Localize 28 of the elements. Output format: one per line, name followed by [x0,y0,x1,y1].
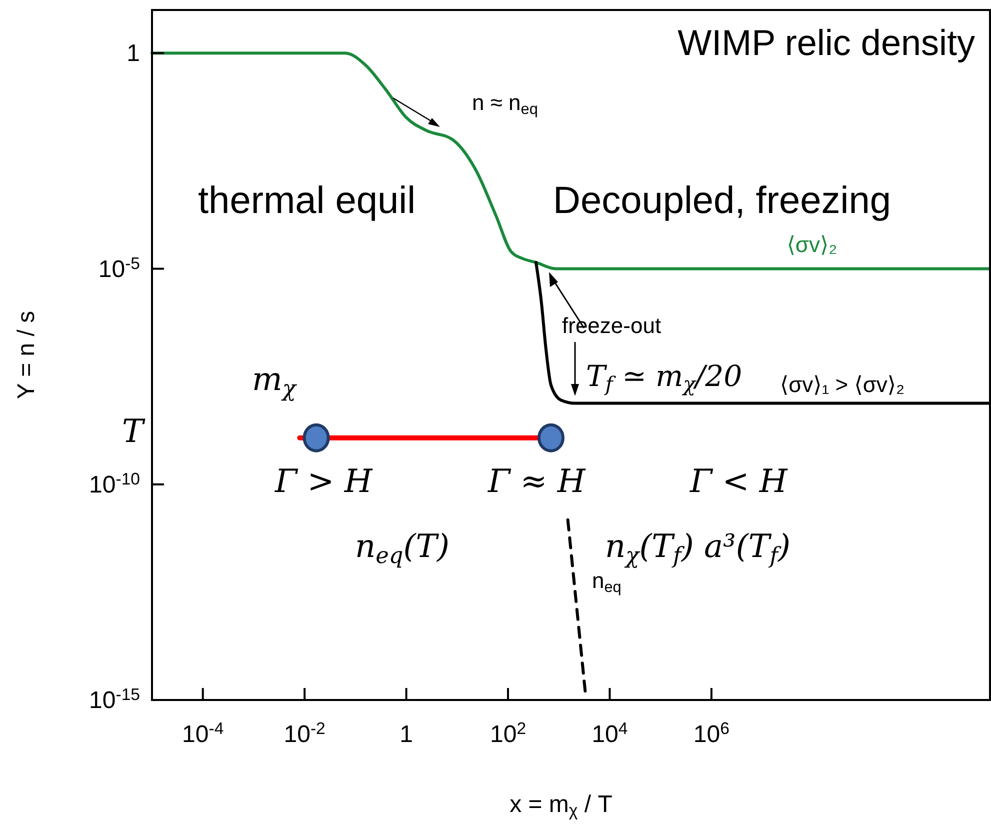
series-label: n$_{eq}$ [592,568,622,596]
annotation: Γ ≈ H [487,462,586,500]
annotation: Decoupled, freezing [553,180,891,222]
annotation: freeze-out [562,313,662,338]
series-label: ⟨σv⟩₂ [786,232,838,257]
annotation: m$_{χ}$ [252,360,298,402]
annotation: n ≈ n$_{eq}$ [472,90,538,118]
annotation: Γ > H [274,462,374,500]
y-tick-label: 10$^{-5}$ [98,254,140,283]
series-label: ⟨σv⟩₁ > ⟨σv⟩₂ [780,372,905,397]
x-tick-label: 10$^{-2}$ [284,719,326,748]
y-tick-label: 10$^{-15}$ [89,685,140,714]
x-tick-label: 10$^{2}$ [490,719,526,748]
x-tick-label: 10$^{6}$ [693,719,730,748]
text: T [122,412,146,450]
annotation: T$_{f}$ ≃ m$_{χ}$/20 [586,359,742,396]
annotation: thermal equil [198,180,416,222]
annotation: n$_{χ}$(T$_{f}$) a³(T$_{f}$) [605,527,790,568]
x-axis-title: x = m$_{χ}$ / T [510,791,613,820]
y-tick-label: 1 [126,40,140,68]
x-tick-label: 1 [400,721,413,748]
annotation: n$_{eq}$(T) [355,527,450,568]
annotation: Γ < H [689,462,788,500]
x-tick-label: 10$^{4}$ [592,719,628,748]
y-tick-label: 10$^{-10}$ [89,470,140,498]
x-tick-label: 10$^{-4}$ [182,719,224,748]
y-axis-title: Y = n / s [13,310,40,400]
chart-title: WIMP relic density [678,22,975,63]
